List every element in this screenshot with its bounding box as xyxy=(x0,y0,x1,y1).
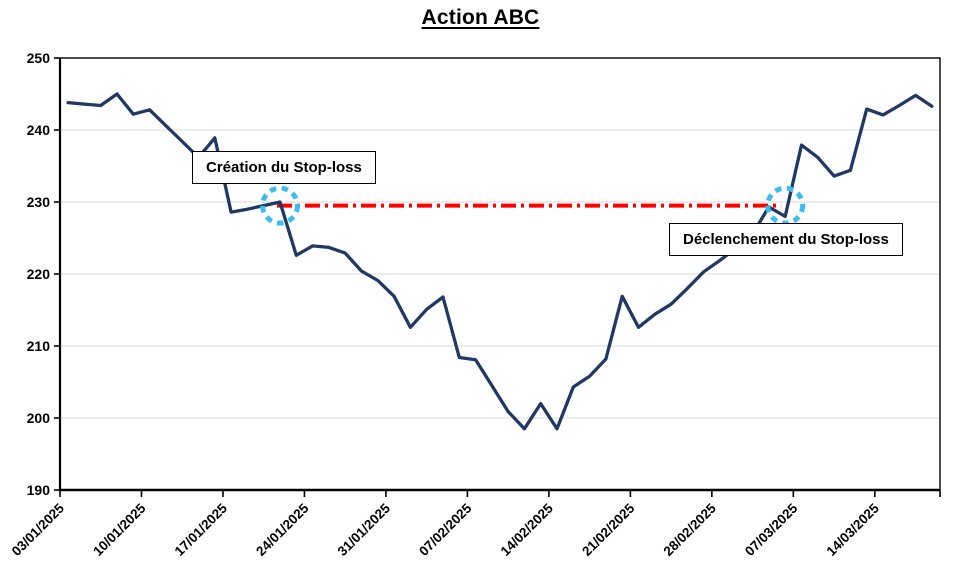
annotation-stop-loss-creation: Création du Stop-loss xyxy=(192,151,376,184)
x-tick-label: 17/01/2025 xyxy=(172,500,231,559)
x-tick-label: 21/02/2025 xyxy=(579,500,638,559)
y-tick-label: 210 xyxy=(27,338,51,354)
y-tick-label: 240 xyxy=(27,122,51,138)
y-tick-label: 230 xyxy=(27,194,51,210)
chart-title: Action ABC xyxy=(421,6,540,29)
x-tick-label: 14/03/2025 xyxy=(824,500,883,559)
x-tick-label: 07/03/2025 xyxy=(742,500,801,559)
y-tick-label: 220 xyxy=(27,266,51,282)
y-tick-label: 250 xyxy=(27,50,51,66)
stop-loss-creation-marker xyxy=(260,185,300,226)
x-tick-label: 31/01/2025 xyxy=(335,500,394,559)
x-tick-label: 14/02/2025 xyxy=(498,500,557,559)
x-tick-label: 10/01/2025 xyxy=(90,500,149,559)
price-line xyxy=(66,92,934,431)
x-tick-label: 28/02/2025 xyxy=(661,500,720,559)
y-tick-label: 200 xyxy=(27,410,51,426)
y-tick-label: 190 xyxy=(27,482,51,498)
annotation-stop-loss-trigger: Déclenchement du Stop-loss xyxy=(669,223,903,256)
x-tick-label: 03/01/2025 xyxy=(9,500,68,559)
x-tick-label: 07/02/2025 xyxy=(416,500,475,559)
x-tick-label: 24/01/2025 xyxy=(253,500,312,559)
